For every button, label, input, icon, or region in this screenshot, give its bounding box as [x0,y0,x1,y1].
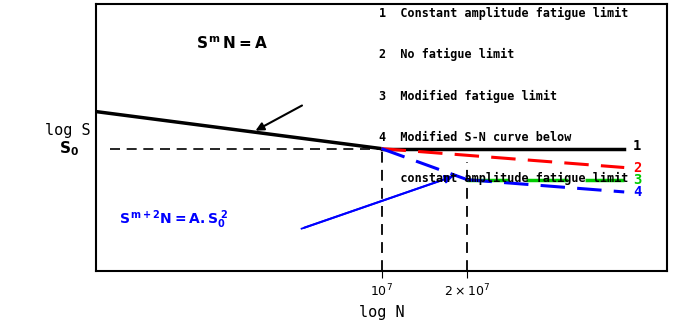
Text: 2  No fatigue limit: 2 No fatigue limit [379,48,514,61]
Text: 1: 1 [633,139,641,153]
Text: 2: 2 [633,160,641,175]
Text: $\mathbf{S^{\,m+2}N = A.S_0^{\;2}}$: $\mathbf{S^{\,m+2}N = A.S_0^{\;2}}$ [119,209,228,231]
Text: constant amplitude fatigue limit: constant amplitude fatigue limit [379,172,628,185]
Text: $\mathbf{S^{\,m}\,N = A}$: $\mathbf{S^{\,m}\,N = A}$ [196,35,268,52]
X-axis label: log N: log N [359,305,404,320]
Text: 4: 4 [633,185,641,199]
Text: 4  Modified S-N curve below: 4 Modified S-N curve below [379,131,571,144]
Text: 3: 3 [633,173,641,187]
Text: 1  Constant amplitude fatigue limit: 1 Constant amplitude fatigue limit [379,7,628,20]
Text: $\mathbf{S_0}$: $\mathbf{S_0}$ [59,139,79,158]
Y-axis label: log S: log S [45,122,90,137]
Text: 3  Modified fatigue limit: 3 Modified fatigue limit [379,89,557,103]
